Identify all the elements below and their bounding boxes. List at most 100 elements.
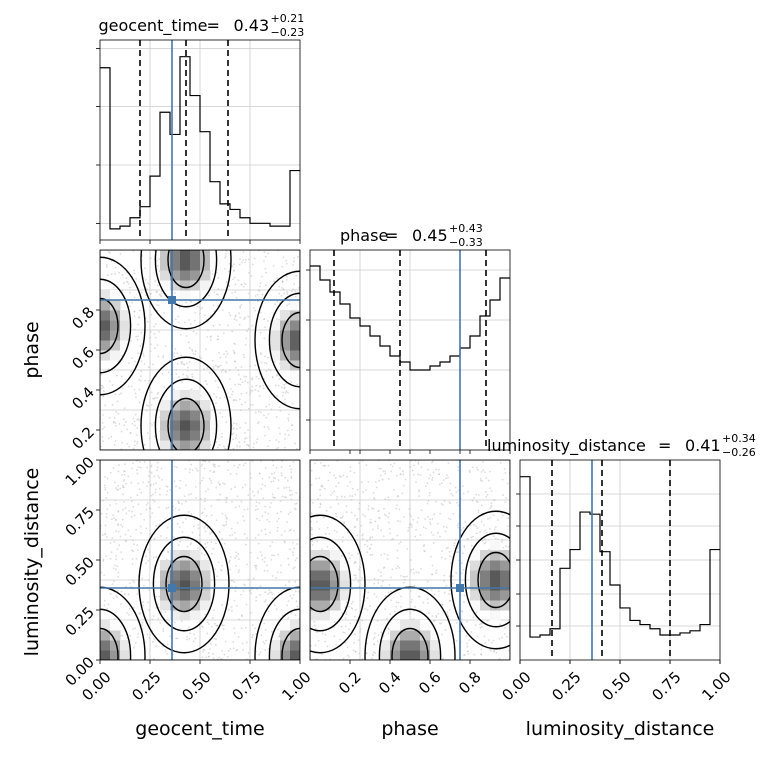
- scatter-point: [502, 546, 505, 549]
- scatter-point: [362, 533, 364, 535]
- density-cell: [270, 330, 281, 341]
- scatter-point: [311, 528, 313, 531]
- scatter-point: [243, 375, 246, 378]
- scatter-point: [393, 610, 396, 613]
- scatter-point: [331, 491, 334, 494]
- scatter-point: [223, 445, 225, 448]
- scatter-point: [410, 559, 412, 561]
- scatter-point: [374, 652, 377, 655]
- scatter-point: [150, 494, 153, 497]
- scatter-point: [102, 560, 105, 562]
- scatter-point: [424, 518, 426, 520]
- x-axis-label: phase: [381, 718, 438, 740]
- scatter-point: [124, 507, 127, 509]
- scatter-point: [120, 524, 122, 526]
- scatter-point: [380, 529, 383, 531]
- title-name: phase: [340, 226, 388, 245]
- scatter-point: [155, 556, 158, 558]
- scatter-point: [333, 529, 336, 532]
- scatter-point: [147, 560, 150, 562]
- x-tick-label: 1.00: [278, 668, 314, 704]
- scatter-point: [241, 381, 244, 384]
- scatter-point: [148, 637, 151, 639]
- scatter-point: [128, 607, 131, 610]
- scatter-point: [242, 285, 245, 288]
- scatter-point: [110, 551, 113, 554]
- scatter-point: [293, 257, 296, 259]
- scatter-point: [290, 471, 293, 473]
- scatter-point: [445, 547, 448, 550]
- scatter-point: [485, 531, 488, 534]
- scatter-point: [217, 561, 220, 564]
- density-cell: [180, 570, 191, 581]
- scatter-point: [213, 609, 215, 612]
- scatter-point: [493, 528, 496, 531]
- scatter-point: [438, 468, 440, 471]
- scatter-point: [181, 503, 183, 505]
- scatter-point: [336, 460, 339, 462]
- scatter-point: [121, 274, 124, 277]
- scatter-point: [106, 508, 109, 511]
- scatter-point: [101, 436, 104, 438]
- scatter-point: [119, 487, 122, 490]
- scatter-point: [252, 577, 255, 580]
- scatter-point: [246, 537, 248, 539]
- scatter-point: [358, 652, 361, 655]
- scatter-point: [182, 373, 185, 376]
- scatter-point: [284, 476, 287, 479]
- scatter-point: [233, 360, 236, 363]
- scatter-point: [251, 490, 254, 493]
- scatter-point: [199, 312, 201, 315]
- scatter-point: [489, 487, 492, 489]
- scatter-point: [417, 595, 420, 598]
- scatter-point: [113, 517, 116, 520]
- scatter-point: [241, 642, 244, 645]
- scatter-point: [115, 530, 118, 533]
- scatter-point: [114, 618, 116, 620]
- x-tick-label: 0.25: [128, 668, 164, 704]
- contour-line: [100, 586, 146, 660]
- density-cell: [500, 550, 510, 561]
- scatter-point: [251, 377, 254, 380]
- scatter-point: [173, 465, 176, 468]
- scatter-point: [118, 271, 120, 274]
- scatter-point: [259, 651, 262, 654]
- scatter-point: [249, 611, 252, 614]
- scatter-point: [264, 484, 267, 487]
- scatter-point: [184, 467, 187, 470]
- scatter-point: [280, 474, 283, 477]
- scatter-point: [201, 650, 204, 653]
- scatter-point: [437, 612, 440, 615]
- contour-line: [310, 555, 339, 613]
- scatter-point: [277, 628, 279, 631]
- scatter-point: [313, 624, 316, 627]
- scatter-point: [131, 510, 133, 513]
- scatter-point: [431, 460, 434, 463]
- scatter-point: [333, 474, 336, 477]
- density-cell: [110, 330, 121, 341]
- scatter-point: [318, 477, 321, 480]
- scatter-point: [188, 493, 190, 496]
- scatter-point: [189, 323, 192, 325]
- scatter-point: [455, 640, 458, 642]
- scatter-point: [174, 348, 177, 351]
- scatter-point: [354, 633, 357, 636]
- scatter-point: [178, 508, 180, 511]
- scatter-point: [205, 656, 207, 659]
- scatter-point: [179, 540, 182, 543]
- y-tick-label: 0.6: [68, 343, 98, 373]
- scatter-point: [254, 389, 257, 391]
- scatter-point: [103, 599, 106, 602]
- density-cell: [190, 550, 201, 561]
- contour-line: [138, 514, 230, 654]
- density-cell: [330, 590, 341, 601]
- scatter-point: [119, 535, 122, 538]
- scatter-point: [346, 654, 349, 657]
- scatter-point: [212, 367, 215, 370]
- scatter-point: [500, 540, 503, 543]
- scatter-point: [231, 390, 234, 393]
- scatter-point: [446, 474, 448, 477]
- scatter-point: [265, 370, 268, 373]
- density-cell: [200, 280, 211, 291]
- contour-line: [254, 270, 300, 410]
